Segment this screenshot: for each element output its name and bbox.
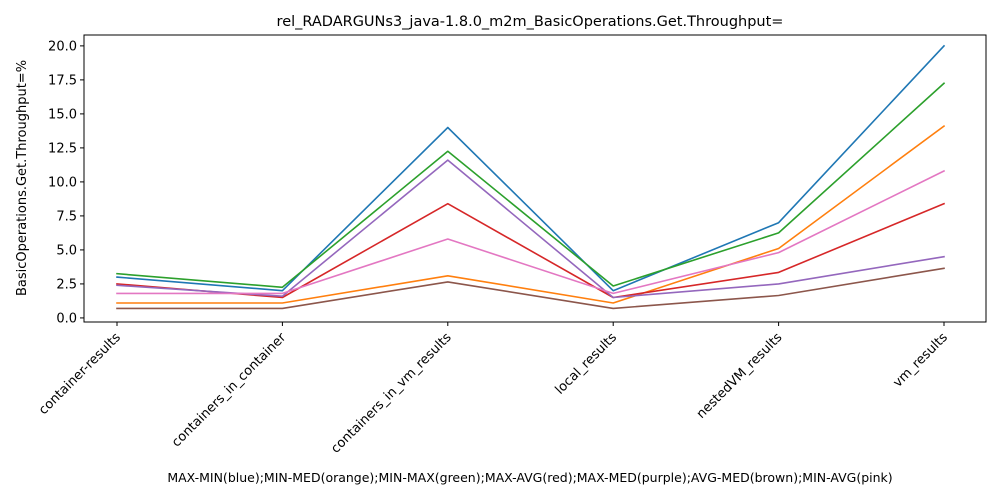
y-axis-label: BasicOperations.Get.Throughput=% bbox=[15, 60, 30, 296]
series-line-1 bbox=[116, 44, 946, 292]
y-tick-label: 15.0 bbox=[48, 107, 77, 122]
y-tick-label: 5.0 bbox=[56, 243, 77, 258]
series-layer bbox=[116, 44, 946, 310]
y-tick-label: 20.0 bbox=[48, 39, 77, 54]
plot-frame bbox=[83, 34, 987, 323]
y-axis: 0.0 2.5 5.0 7.5 10.0 12.5 15.0 17.5 20.0 bbox=[48, 39, 84, 326]
y-tick-label: 7.5 bbox=[56, 209, 77, 224]
series-line-4 bbox=[116, 202, 946, 299]
series-line-3 bbox=[116, 82, 946, 289]
y-tick-label: 10.0 bbox=[48, 175, 77, 190]
y-tick-label: 12.5 bbox=[48, 141, 77, 156]
x-axis: container-results containers_in_container… bbox=[36, 322, 951, 457]
x-tick-label: nestedVM_results bbox=[694, 330, 786, 422]
y-tick-label: 17.5 bbox=[48, 73, 77, 88]
x-axis-label: MAX-MIN(blue);MIN-MED(orange);MIN-MAX(gr… bbox=[167, 470, 892, 485]
y-tick-label: 0.0 bbox=[56, 311, 77, 326]
x-tick-label: vm_results bbox=[890, 330, 951, 391]
x-tick-label: containers_in_vm_results bbox=[328, 330, 454, 456]
chart-title: rel_RADARGUNs3_java-1.8.0_m2m_BasicOpera… bbox=[277, 14, 784, 30]
series-line-2 bbox=[116, 124, 946, 304]
series-line-7 bbox=[116, 169, 946, 295]
x-tick-label: container-results bbox=[36, 330, 124, 418]
series-line-6 bbox=[116, 267, 945, 310]
x-tick-label: local_results bbox=[553, 330, 621, 398]
series-line-5 bbox=[116, 159, 945, 299]
x-tick-label: containers_in_container bbox=[169, 330, 290, 451]
y-tick-label: 2.5 bbox=[56, 277, 77, 292]
